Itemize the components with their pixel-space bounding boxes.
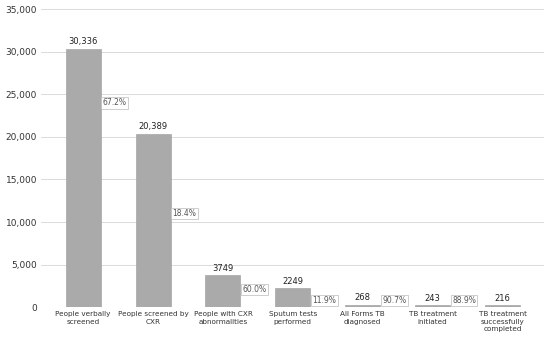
- Bar: [206, 275, 240, 307]
- Bar: [136, 134, 170, 307]
- Text: 88.9%: 88.9%: [452, 296, 476, 305]
- Bar: [345, 305, 380, 307]
- Text: 18.4%: 18.4%: [173, 209, 196, 218]
- Bar: [65, 49, 101, 307]
- Text: 268: 268: [355, 293, 371, 303]
- Text: 60.0%: 60.0%: [243, 285, 267, 294]
- Text: 20,389: 20,389: [139, 122, 168, 131]
- Text: 3749: 3749: [212, 264, 234, 273]
- Bar: [415, 305, 450, 307]
- Bar: [485, 306, 520, 307]
- Text: 2249: 2249: [282, 276, 304, 286]
- Bar: [276, 288, 310, 307]
- Text: 30,336: 30,336: [68, 37, 98, 46]
- Text: 11.9%: 11.9%: [312, 296, 336, 305]
- Text: 216: 216: [494, 294, 510, 303]
- Text: 67.2%: 67.2%: [103, 98, 126, 107]
- Text: 90.7%: 90.7%: [382, 296, 406, 305]
- Text: 243: 243: [425, 294, 441, 303]
